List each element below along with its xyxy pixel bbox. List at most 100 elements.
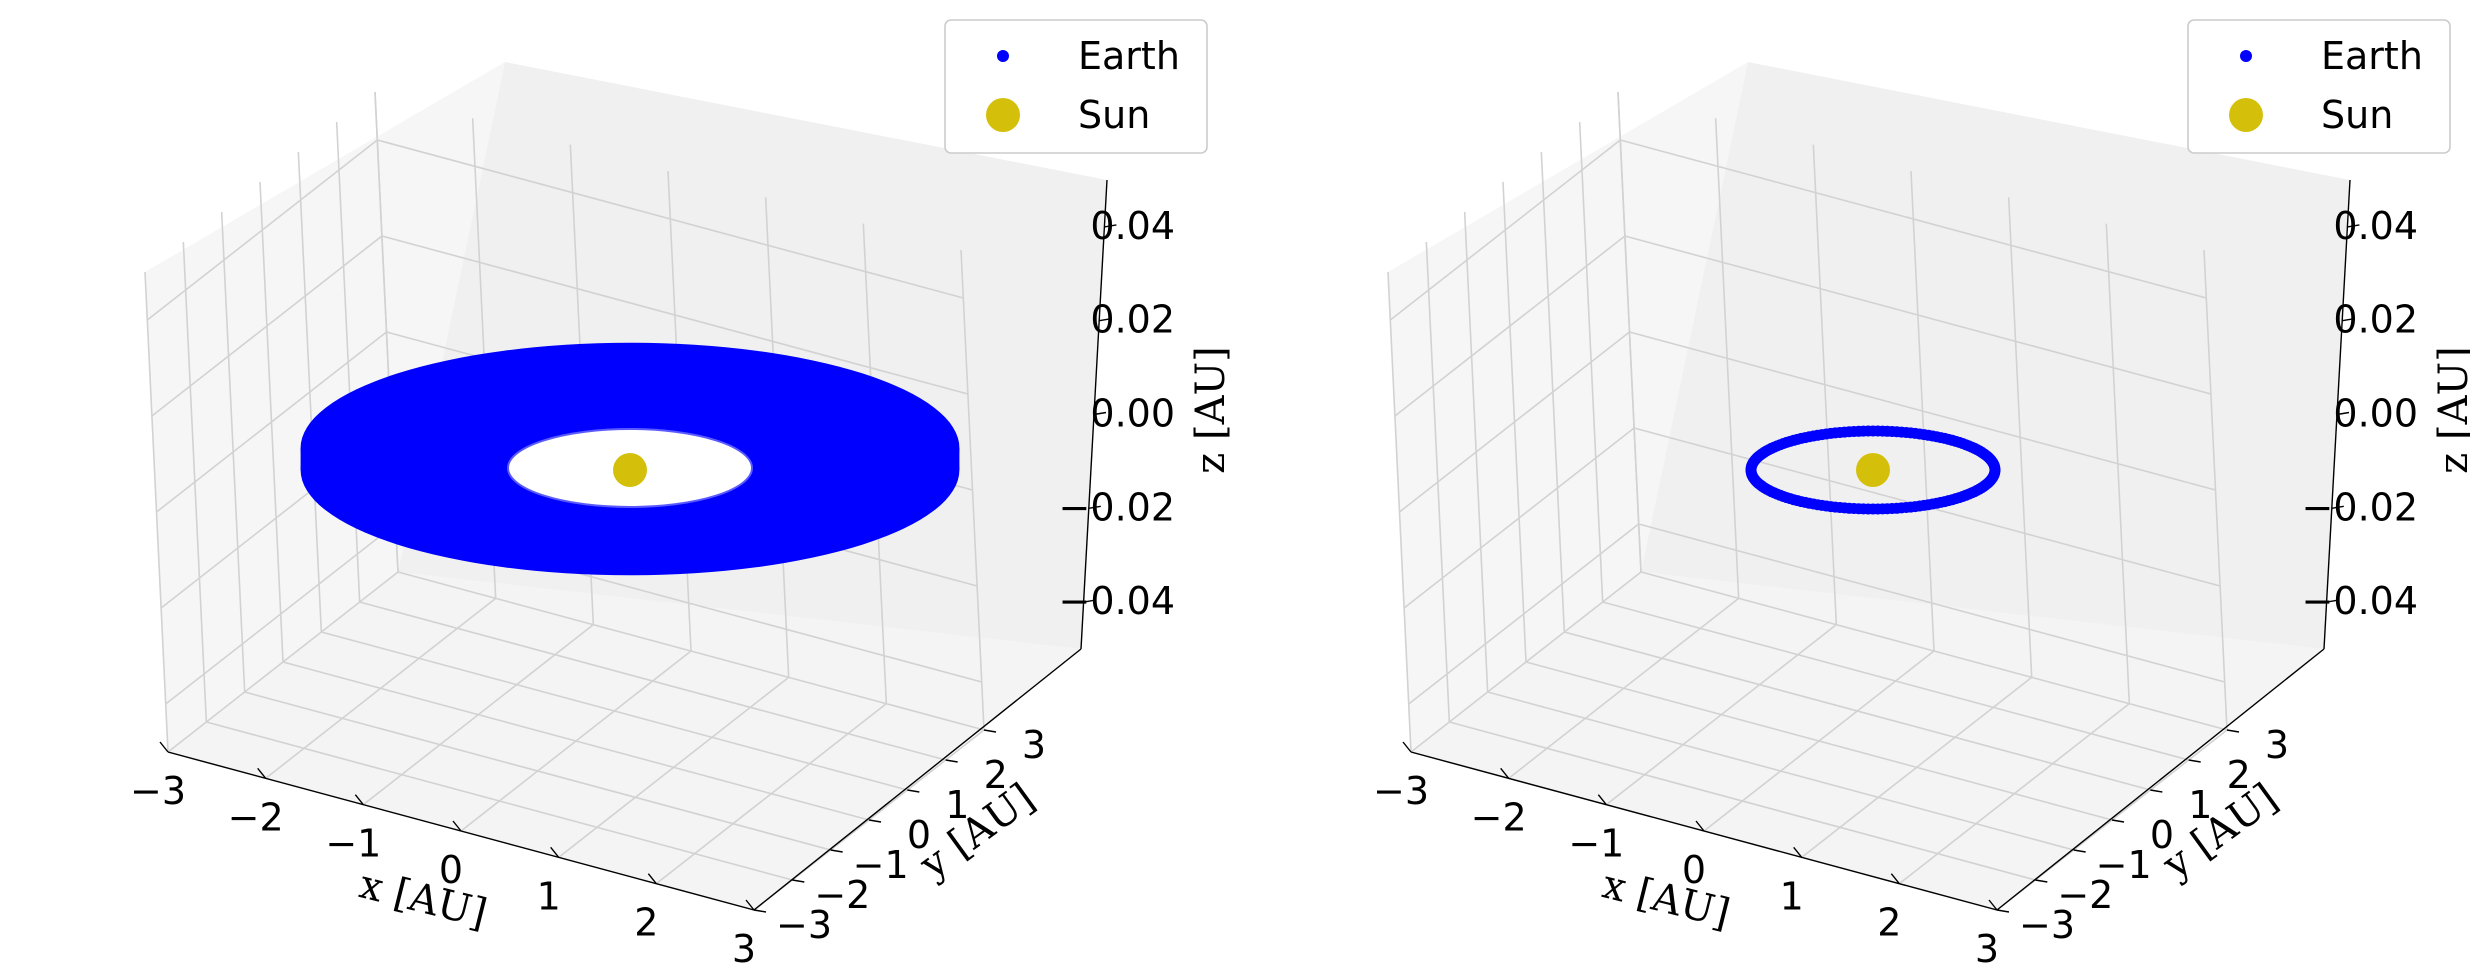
x-axis-label: x [AU] bbox=[1598, 861, 1734, 937]
z-tick-label: 0.00 bbox=[2333, 392, 2418, 436]
x-tick-label: 3 bbox=[1975, 927, 1999, 969]
z-tick-label: −0.02 bbox=[2302, 485, 2418, 529]
x-tick-label: −3 bbox=[130, 769, 186, 813]
grid-line bbox=[359, 601, 946, 761]
z-tick-label: 0.02 bbox=[1090, 298, 1175, 342]
x-tick-label: 0 bbox=[1682, 848, 1706, 892]
x-tick bbox=[1500, 767, 1510, 779]
z-tick bbox=[1099, 318, 1112, 322]
y-tick-label: −3 bbox=[2019, 903, 2075, 947]
y-axis-line bbox=[753, 648, 1082, 911]
legend: Earth Sun bbox=[2187, 19, 2451, 154]
x-tick-label: −1 bbox=[1568, 822, 1624, 866]
x-tick-label: 0 bbox=[439, 848, 463, 892]
y-tick bbox=[830, 849, 843, 853]
z-tick-label: 0.02 bbox=[2333, 298, 2418, 342]
legend-earth-label: Earth bbox=[1078, 34, 1180, 78]
legend-earth-marker bbox=[2240, 50, 2252, 62]
grid-line bbox=[1394, 235, 1626, 417]
y-tick bbox=[2035, 879, 2048, 883]
floor-pane bbox=[1411, 572, 2324, 910]
y-tick-label: −3 bbox=[776, 903, 832, 947]
y-tick-label: 0 bbox=[2150, 813, 2174, 857]
x-tick-label: 2 bbox=[1877, 901, 1901, 945]
x-tick-label: −2 bbox=[228, 795, 284, 839]
z-tick-label: 0.00 bbox=[1090, 392, 1175, 436]
legend-sun-label: Sun bbox=[1078, 93, 1150, 137]
x-tick-label: 1 bbox=[537, 874, 561, 918]
grid-line bbox=[1620, 139, 2207, 299]
z-tick bbox=[2347, 224, 2360, 228]
z-tick-label: −0.04 bbox=[1059, 579, 1175, 623]
z-tick-label: 0.04 bbox=[1090, 204, 1175, 248]
grid-line bbox=[146, 139, 378, 321]
y-tick bbox=[983, 729, 997, 733]
legend: Earth Sun bbox=[944, 19, 1208, 154]
y-tick-label: 1 bbox=[945, 783, 969, 827]
sun-point bbox=[613, 453, 647, 487]
legend-earth-label: Earth bbox=[2321, 34, 2423, 78]
floor-pane bbox=[168, 572, 1081, 910]
y-tick bbox=[907, 789, 920, 793]
z-tick bbox=[1088, 505, 1101, 509]
y-tick-label: 3 bbox=[1022, 723, 1046, 767]
x-tick-label: −3 bbox=[1373, 769, 1429, 813]
x-tick bbox=[257, 767, 267, 779]
x-tick bbox=[452, 820, 462, 832]
y-tick-label: −2 bbox=[2057, 873, 2113, 917]
y-tick bbox=[2073, 849, 2086, 853]
grid-line bbox=[156, 331, 387, 513]
grid-line bbox=[377, 139, 964, 299]
chart-panel-1: −3−2−10123−3−2−10123−0.04−0.020.000.020.… bbox=[130, 19, 1234, 969]
z-tick bbox=[2342, 318, 2355, 322]
x-axis-label: x [AU] bbox=[355, 861, 491, 937]
x-tick bbox=[1890, 873, 1900, 885]
z-axis-label: z [AU] bbox=[1188, 346, 1234, 474]
grid-line bbox=[1389, 139, 1621, 321]
left-pane bbox=[1388, 62, 1748, 752]
y-tick-label: 3 bbox=[2265, 723, 2289, 767]
x-tick-label: −2 bbox=[1471, 795, 1527, 839]
z-tick-label: −0.02 bbox=[1059, 485, 1175, 529]
grid-line bbox=[397, 571, 985, 731]
z-tick bbox=[2326, 599, 2339, 603]
legend-sun-marker bbox=[986, 98, 1020, 132]
y-tick bbox=[792, 879, 805, 883]
y-tick bbox=[753, 909, 767, 913]
grid-line bbox=[1399, 331, 1630, 513]
y-tick-label: 0 bbox=[907, 813, 931, 857]
left-pane bbox=[145, 62, 505, 752]
legend-earth-marker bbox=[997, 50, 1009, 62]
x-tick-label: 1 bbox=[1780, 874, 1804, 918]
z-tick-label: −0.04 bbox=[2302, 579, 2418, 623]
y-tick-label: −2 bbox=[814, 873, 870, 917]
y-tick-label: 1 bbox=[2188, 783, 2212, 827]
z-tick bbox=[2331, 505, 2344, 509]
x-tick bbox=[1402, 741, 1412, 753]
y-tick-label: −1 bbox=[2096, 843, 2152, 887]
grid-line bbox=[165, 523, 397, 705]
x-tick bbox=[550, 846, 560, 858]
grid-line bbox=[151, 235, 383, 417]
x-tick-label: 2 bbox=[634, 901, 658, 945]
y-tick bbox=[1996, 909, 2010, 913]
grid-line bbox=[1408, 523, 1640, 705]
x-tick-label: 3 bbox=[732, 927, 756, 969]
legend-sun-label: Sun bbox=[2321, 93, 2393, 137]
y-tick-label: −1 bbox=[853, 843, 909, 887]
y-tick bbox=[2226, 729, 2240, 733]
grid-line bbox=[1602, 601, 2189, 761]
x-tick bbox=[1695, 820, 1705, 832]
y-tick-label: 2 bbox=[984, 753, 1008, 797]
z-tick bbox=[1083, 599, 1096, 603]
y-tick bbox=[2150, 789, 2163, 793]
x-tick bbox=[1988, 899, 1998, 911]
chart-panel-2: −3−2−10123−3−2−10123−0.04−0.020.000.020.… bbox=[1373, 19, 2470, 969]
z-tick bbox=[2336, 411, 2350, 416]
y-tick bbox=[945, 759, 958, 763]
grid-line bbox=[1624, 235, 2212, 395]
legend-sun-marker bbox=[2229, 98, 2263, 132]
x-tick bbox=[1793, 846, 1803, 858]
y-tick bbox=[2188, 759, 2201, 763]
grid-line bbox=[1640, 571, 2228, 731]
